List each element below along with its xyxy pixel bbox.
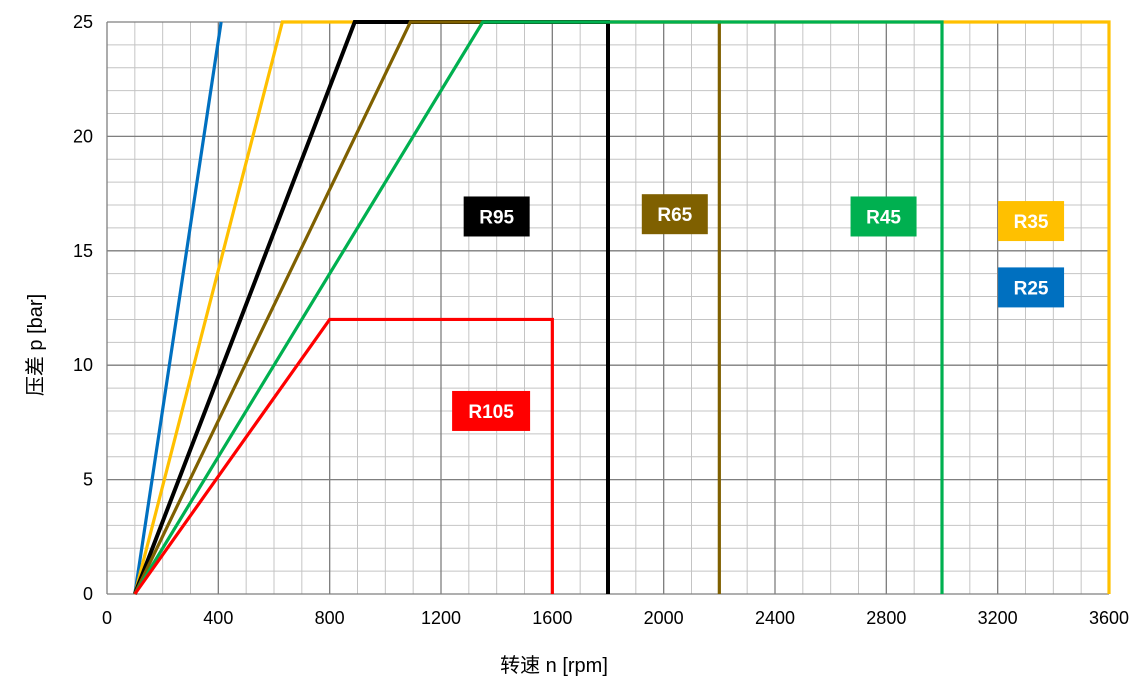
x-tick-label: 2400 [755,608,795,628]
series-tag-box-r65 [641,194,708,235]
series-tag-label-r25: R25 [1014,278,1049,299]
x-tick-label: 3200 [978,608,1018,628]
series-tag-box-r45 [850,196,917,237]
x-tick-label: 400 [203,608,233,628]
y-axis-title: 压差 p [bar] [24,294,47,396]
series-tag-box-r25 [998,267,1065,308]
y-tick-label: 15 [73,241,93,261]
x-tick-label: 1200 [421,608,461,628]
x-tick-label: 2800 [866,608,906,628]
x-tick-label: 3600 [1089,608,1129,628]
series-line-r35 [133,20,1111,595]
y-tick-label: 10 [73,355,93,375]
series-line-r65 [133,20,721,595]
series-tag-box-r35 [998,201,1065,242]
x-tick-label: 800 [315,608,345,628]
series-line-r105 [133,317,554,595]
y-tick-label: 25 [73,12,93,32]
series-line-r45 [133,20,944,595]
series-line-r95 [132,20,610,595]
y-tick-label: 20 [73,126,93,146]
series-tag-label-r105: R105 [468,402,514,423]
x-tick-label: 1600 [532,608,572,628]
series-tag-box-r95 [463,196,530,237]
series-tag-label-r45: R45 [866,207,901,228]
series-tag-box-r105 [452,390,531,431]
label-layer: R95 R65 R45 R35 R25 R105 [452,194,1065,431]
tick-layer: 0 400 800 1200 1600 2000 2400 2800 3200 3600 0 5 10 1… [73,12,1129,628]
series-tag-label-r95: R95 [479,207,514,228]
y-tick-label: 5 [83,470,93,490]
x-tick-label: 2000 [644,608,684,628]
series-line-r25 [133,21,223,595]
series-tag-label-r35: R35 [1014,212,1049,233]
series-layer [132,20,1111,595]
series-tag-label-r65: R65 [657,205,692,226]
x-tick-label: 0 [102,608,112,628]
x-axis-title: 转速 n [rpm] [500,654,608,677]
y-tick-label: 0 [83,584,93,604]
